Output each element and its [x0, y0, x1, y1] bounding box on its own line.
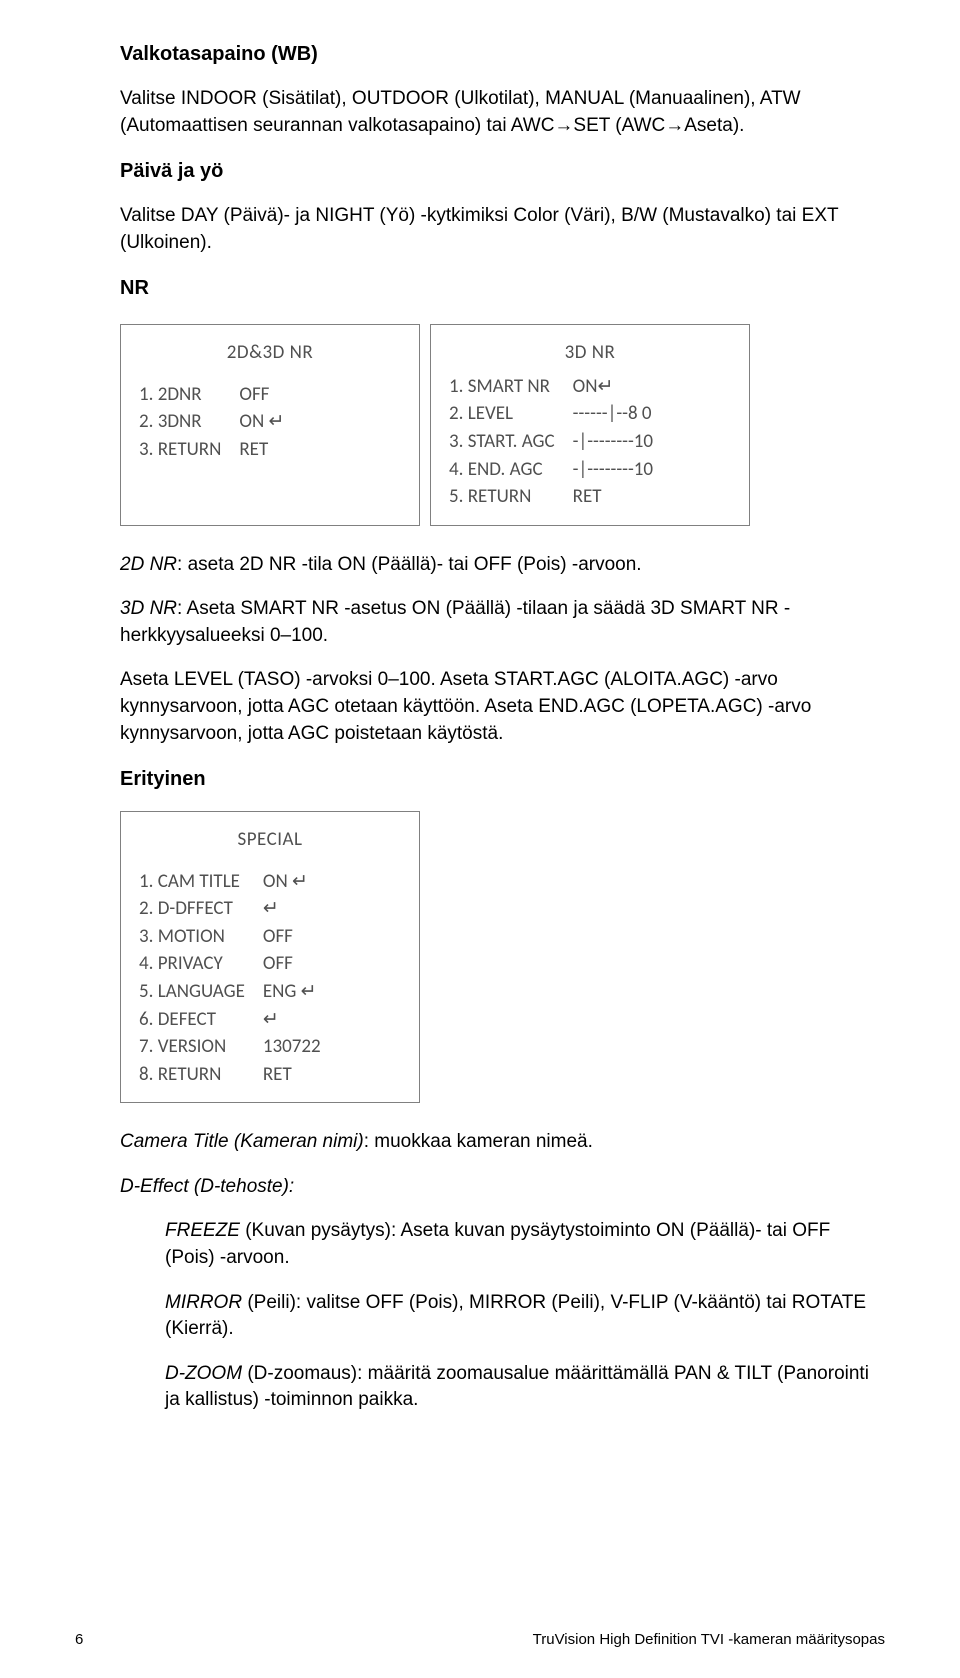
menu-title: SPECIAL [139, 826, 401, 854]
menu-row: 3. MOTIONOFF [139, 923, 321, 951]
menu-key: 3. START. AGC [449, 428, 573, 456]
page-number: 6 [75, 1629, 83, 1650]
menu-row: 2. LEVEL------|--8 0 [449, 400, 653, 428]
camera-title-label: Camera Title (Kameran nimi) [120, 1131, 364, 1152]
nr-para-3d: 3D NR: Aseta SMART NR -asetus ON (Päällä… [120, 596, 885, 649]
menu-val: RET [263, 1061, 321, 1089]
menu-val: RET [573, 483, 653, 511]
menu-row: 2. D-DFFECT↵ [139, 895, 321, 923]
menu-special: SPECIAL 1. CAM TITLEON ↵ 2. D-DFFECT↵ 3.… [120, 811, 420, 1103]
camera-title-text: : muokkaa kameran nimeä. [364, 1131, 593, 1152]
menu-row: 7. VERSION130722 [139, 1033, 321, 1061]
menu-key: 4. END. AGC [449, 456, 573, 484]
menu-val: ON ↵ [239, 408, 284, 436]
page-footer: 6 TruVision High Definition TVI -kameran… [75, 1629, 885, 1650]
menu-key: 1. CAM TITLE [139, 868, 263, 896]
nr-para-2d: 2D NR: aseta 2D NR -tila ON (Päällä)- ta… [120, 552, 885, 579]
daynight-heading: Päivä ja yö [120, 157, 885, 185]
menu-row: 3. START. AGC-|--------10 [449, 428, 653, 456]
menu-key: 4. PRIVACY [139, 950, 263, 978]
wb-para: Valitse INDOOR (Sisätilat), OUTDOOR (Ulk… [120, 86, 885, 139]
menu-val: ↵ [263, 1006, 321, 1034]
menu-val: OFF [263, 923, 321, 951]
menu-val: RET [239, 436, 284, 464]
menu-key: 7. VERSION [139, 1033, 263, 1061]
menu-val: -|--------10 [573, 456, 653, 484]
camera-title-para: Camera Title (Kameran nimi): muokkaa kam… [120, 1129, 885, 1156]
menu-key: 1. 2DNR [139, 381, 239, 409]
menu-row: 8. RETURNRET [139, 1061, 321, 1089]
d-effect-heading: D-Effect (D-tehoste): [120, 1174, 885, 1201]
menu-row: 2. 3DNRON ↵ [139, 408, 284, 436]
dzoom-text: (D-zoomaus): määritä zoomausalue määritt… [165, 1363, 869, 1411]
freeze-label: FREEZE [165, 1220, 240, 1241]
menu-key: 5. LANGUAGE [139, 978, 263, 1006]
mirror-label: MIRROR [165, 1292, 242, 1313]
menu-val: ON↵ [573, 373, 653, 401]
menu-val: OFF [239, 381, 284, 409]
dzoom-label: D-ZOOM [165, 1363, 242, 1384]
menu-key: 3. MOTION [139, 923, 263, 951]
menu-key: 8. RETURN [139, 1061, 263, 1089]
menu-row: 6. DEFECT↵ [139, 1006, 321, 1034]
menu-row: 5. LANGUAGEENG ↵ [139, 978, 321, 1006]
menu-key: 2. D-DFFECT [139, 895, 263, 923]
menu-val: ENG ↵ [263, 978, 321, 1006]
nr-3d-text: : Aseta SMART NR -asetus ON (Päällä) -ti… [120, 598, 790, 646]
doc-title: TruVision High Definition TVI -kameran m… [533, 1629, 885, 1650]
dzoom-para: D-ZOOM (D-zoomaus): määritä zoomausalue … [165, 1361, 885, 1414]
menu-key: 3. RETURN [139, 436, 239, 464]
menu-row: 1. 2DNROFF [139, 381, 284, 409]
freeze-text: (Kuvan pysäytys): Aseta kuvan pysäytysto… [165, 1220, 830, 1268]
nr-2d-text: : aseta 2D NR -tila ON (Päällä)- tai OFF… [177, 554, 642, 575]
wb-heading: Valkotasapaino (WB) [120, 40, 885, 68]
menu-key: 5. RETURN [449, 483, 573, 511]
menu-val: ------|--8 0 [573, 400, 653, 428]
menu-val: ON ↵ [263, 868, 321, 896]
menu-val: 130722 [263, 1033, 321, 1061]
menu-key: 6. DEFECT [139, 1006, 263, 1034]
menu-row: 4. END. AGC-|--------10 [449, 456, 653, 484]
special-heading: Erityinen [120, 765, 885, 793]
menu-val: -|--------10 [573, 428, 653, 456]
menu-title: 2D&3D NR [139, 339, 401, 367]
mirror-text: (Peili): valitse OFF (Pois), MIRROR (Pei… [165, 1292, 866, 1340]
d-effect-items: FREEZE (Kuvan pysäytys): Aseta kuvan pys… [120, 1218, 885, 1414]
menu-key: 2. LEVEL [449, 400, 573, 428]
menu-key: 1. SMART NR [449, 373, 573, 401]
menu-row: 5. RETURNRET [449, 483, 653, 511]
nr-menus-row: 2D&3D NR 1. 2DNROFF 2. 3DNRON ↵ 3. RETUR… [120, 324, 885, 525]
menu-val: OFF [263, 950, 321, 978]
freeze-para: FREEZE (Kuvan pysäytys): Aseta kuvan pys… [165, 1218, 885, 1271]
menu-title: 3D NR [449, 339, 731, 367]
menu-3d-nr: 3D NR 1. SMART NRON↵ 2. LEVEL------|--8 … [430, 324, 750, 525]
nr-2d-label: 2D NR [120, 554, 177, 575]
menu-row: 1. CAM TITLEON ↵ [139, 868, 321, 896]
menu-row: 3. RETURNRET [139, 436, 284, 464]
nr-heading: NR [120, 274, 885, 302]
menu-2d3d-nr: 2D&3D NR 1. 2DNROFF 2. 3DNRON ↵ 3. RETUR… [120, 324, 420, 525]
menu-row: 4. PRIVACYOFF [139, 950, 321, 978]
nr-para-level: Aseta LEVEL (TASO) -arvoksi 0–100. Aseta… [120, 667, 885, 747]
menu-key: 2. 3DNR [139, 408, 239, 436]
menu-row: 1. SMART NRON↵ [449, 373, 653, 401]
menu-val: ↵ [263, 895, 321, 923]
nr-3d-label: 3D NR [120, 598, 177, 619]
mirror-para: MIRROR (Peili): valitse OFF (Pois), MIRR… [165, 1290, 885, 1343]
daynight-para: Valitse DAY (Päivä)- ja NIGHT (Yö) -kytk… [120, 203, 885, 256]
